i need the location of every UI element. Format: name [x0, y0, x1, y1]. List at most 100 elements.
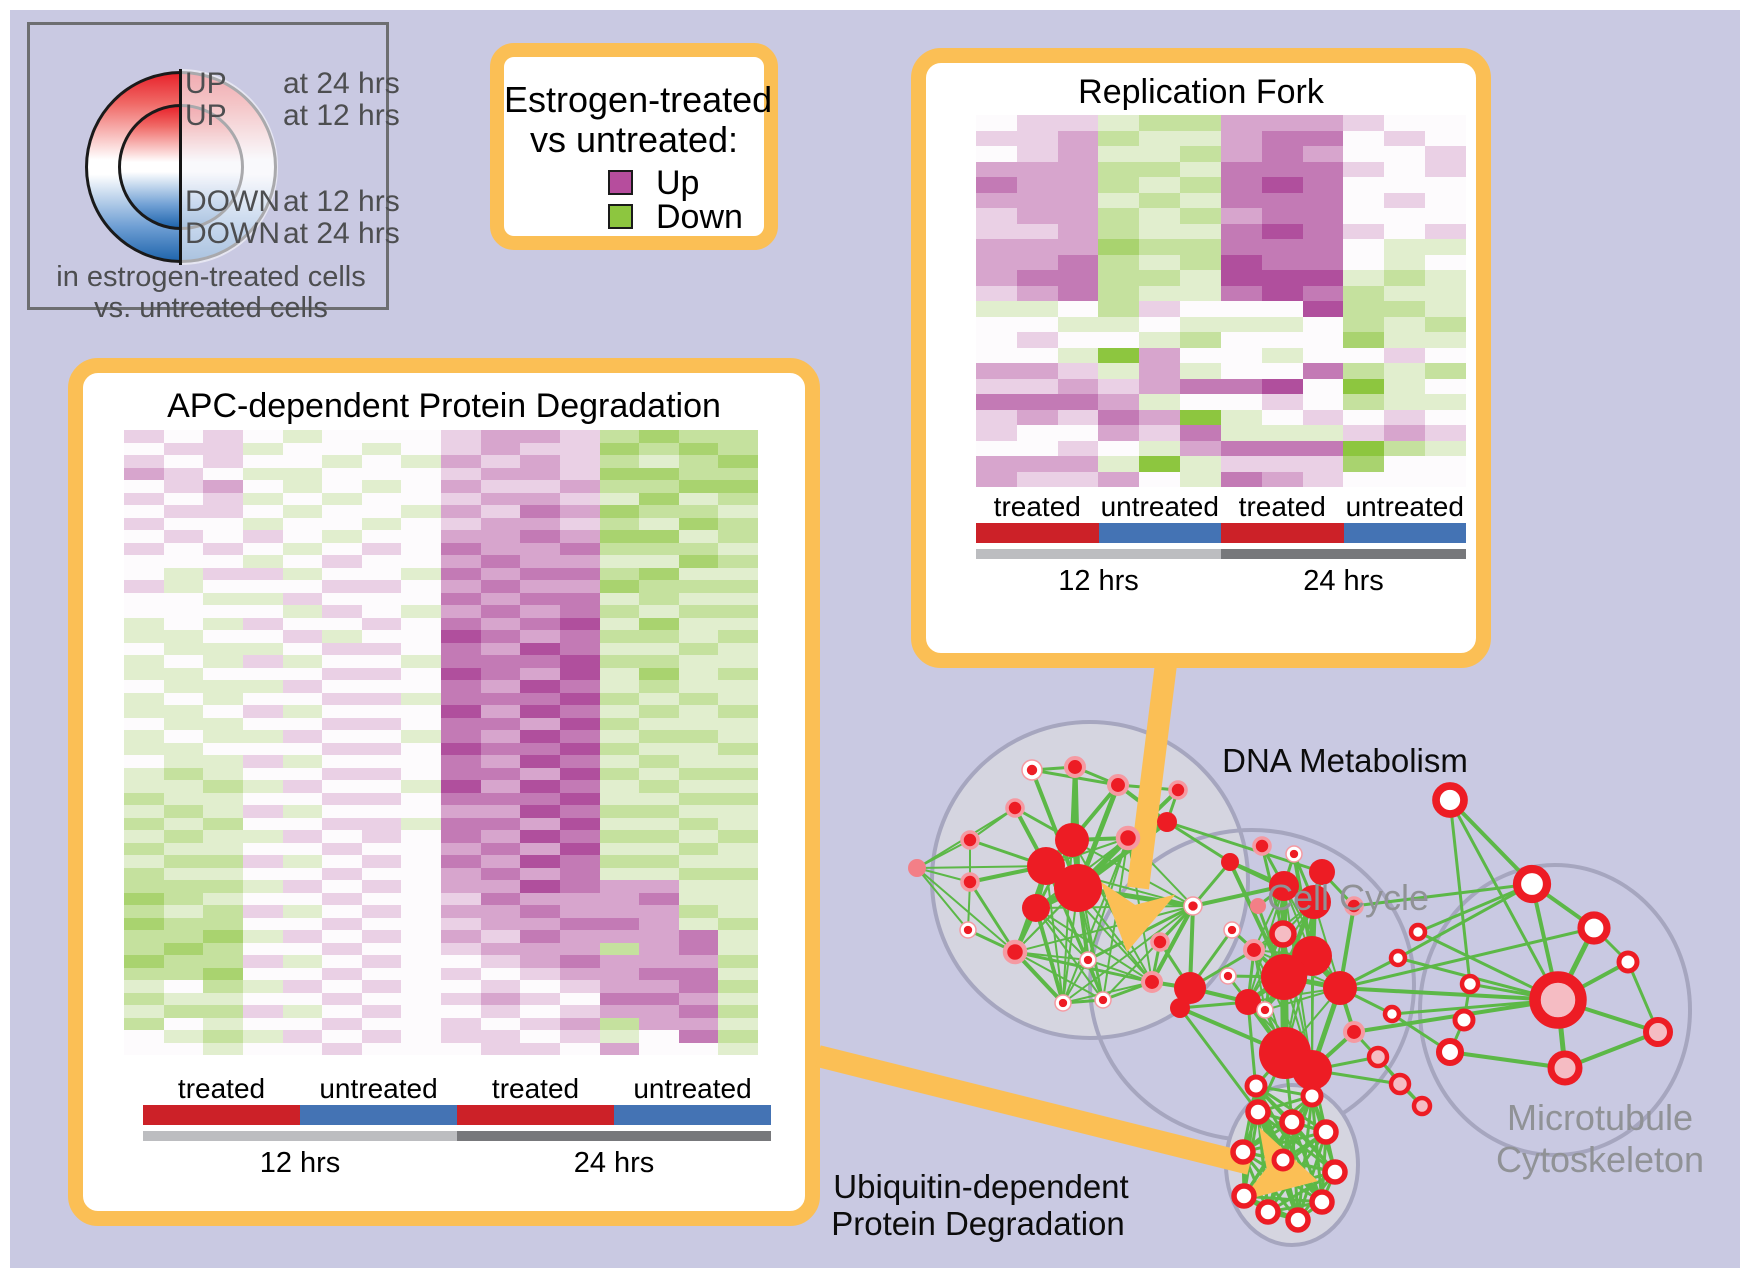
heatmap-cell — [401, 1005, 441, 1018]
heatmap-cell — [282, 530, 323, 543]
heatmap-cell — [242, 880, 283, 893]
heatmap-cell — [242, 942, 283, 955]
heatmap-cell — [322, 617, 362, 630]
heatmap-cell — [242, 980, 283, 993]
heatmap-cell — [1098, 130, 1140, 146]
heatmap-cell — [1302, 192, 1344, 208]
heatmap-cell — [480, 567, 521, 580]
heatmap-cell — [322, 555, 362, 568]
time-bar-12hrs — [976, 549, 1221, 559]
heatmap-cell — [1057, 316, 1099, 332]
heatmap-cell — [361, 855, 402, 868]
heatmap-cell — [1302, 471, 1344, 487]
heatmap-cell — [322, 917, 362, 930]
heatmap-cell — [1180, 332, 1221, 348]
heatmap-cell — [1343, 254, 1385, 270]
heatmap-cell — [599, 867, 640, 880]
heatmap-cell — [718, 430, 758, 443]
heatmap-cell — [678, 580, 719, 593]
heatmap-cell — [361, 492, 402, 505]
heatmap-cell — [480, 1030, 521, 1043]
heatmap-cell — [559, 605, 600, 618]
heatmap-cell — [559, 742, 600, 755]
heatmap-cell — [480, 780, 521, 793]
heatmap-cell — [718, 917, 758, 930]
heatmap-cell — [639, 905, 679, 918]
heatmap-cell — [401, 942, 441, 955]
heatmap-cell — [361, 792, 402, 805]
heatmap-cell — [599, 730, 640, 743]
heatmap-cell — [1261, 378, 1303, 394]
untreated-bar — [1343, 523, 1466, 543]
heatmap-cell — [559, 630, 600, 643]
heatmap-cell — [1343, 316, 1385, 332]
heatmap-cell — [203, 930, 243, 943]
heatmap-cell — [124, 455, 164, 468]
heatmap-cell — [242, 517, 283, 530]
heatmap-cell — [1180, 161, 1221, 177]
heatmap-cell — [203, 892, 243, 905]
heatmap-cell — [242, 567, 283, 580]
heatmap-cell — [718, 855, 758, 868]
heatmap-cell — [1425, 177, 1466, 193]
heatmap-cell — [441, 680, 481, 693]
heatmap-cell — [401, 580, 441, 593]
time-bar-24hrs — [1221, 549, 1466, 559]
heatmap-cell — [163, 442, 204, 455]
heatmap-cell — [520, 967, 560, 980]
heatmap-cell — [559, 680, 600, 693]
heatmap-cell — [559, 830, 600, 843]
heatmap-cell — [520, 430, 560, 443]
heatmap-cell — [639, 917, 679, 930]
heatmap-cell — [163, 1017, 204, 1030]
heatmap-cell — [559, 592, 600, 605]
heatmap-cell — [599, 955, 640, 968]
heatmap-cell — [1057, 192, 1099, 208]
cell-cycle-label: Cell Cycle — [1266, 877, 1430, 918]
heatmap-cell — [639, 442, 679, 455]
heatmap-cell — [718, 992, 758, 1005]
treated-bar — [143, 1105, 300, 1125]
heatmap-cell — [163, 467, 204, 480]
legend-footnote-line2: vs. untreated cells — [94, 292, 328, 324]
heatmap-cell — [163, 630, 204, 643]
time-bar-24hrs — [457, 1131, 771, 1141]
heatmap-cell — [599, 967, 640, 980]
heatmap-cell — [322, 905, 362, 918]
heatmap-cell — [282, 780, 323, 793]
heatmap-cell — [242, 1005, 283, 1018]
heatmap-cell — [1425, 270, 1466, 286]
heatmap-cell — [678, 430, 719, 443]
heatmap-cell — [1220, 409, 1262, 425]
heatmap-cell — [163, 530, 204, 543]
heatmap-cell — [718, 1005, 758, 1018]
heatmap-cell — [441, 905, 481, 918]
heatmap-cell — [322, 855, 362, 868]
heatmap-cell — [520, 442, 560, 455]
heatmap-cell — [1139, 146, 1181, 162]
heatmap-cell — [1016, 316, 1058, 332]
heatmap-cell — [163, 492, 204, 505]
heatmap-cell — [282, 792, 323, 805]
heatmap-cell — [401, 867, 441, 880]
heatmap-cell — [361, 455, 402, 468]
heatmap-cell — [203, 630, 243, 643]
heatmap-cell — [718, 1017, 758, 1030]
heatmap-cell — [203, 692, 243, 705]
heatmap-cell — [124, 805, 164, 818]
heatmap-cell — [1425, 425, 1466, 441]
legend-down-12-time: at 12 hrs — [283, 185, 400, 218]
heatmap-cell — [203, 1005, 243, 1018]
heatmap-cell — [322, 655, 362, 668]
heatmap-cell — [1261, 161, 1303, 177]
heatmap-cell — [203, 442, 243, 455]
heatmap-cell — [401, 542, 441, 555]
heatmap-cell — [718, 967, 758, 980]
heatmap-cell — [678, 605, 719, 618]
heatmap-cell — [678, 842, 719, 855]
heatmap-cell — [520, 855, 560, 868]
heatmap-cell — [322, 455, 362, 468]
heatmap-cell — [203, 755, 243, 768]
heatmap-cell — [599, 880, 640, 893]
heatmap-cell — [639, 642, 679, 655]
